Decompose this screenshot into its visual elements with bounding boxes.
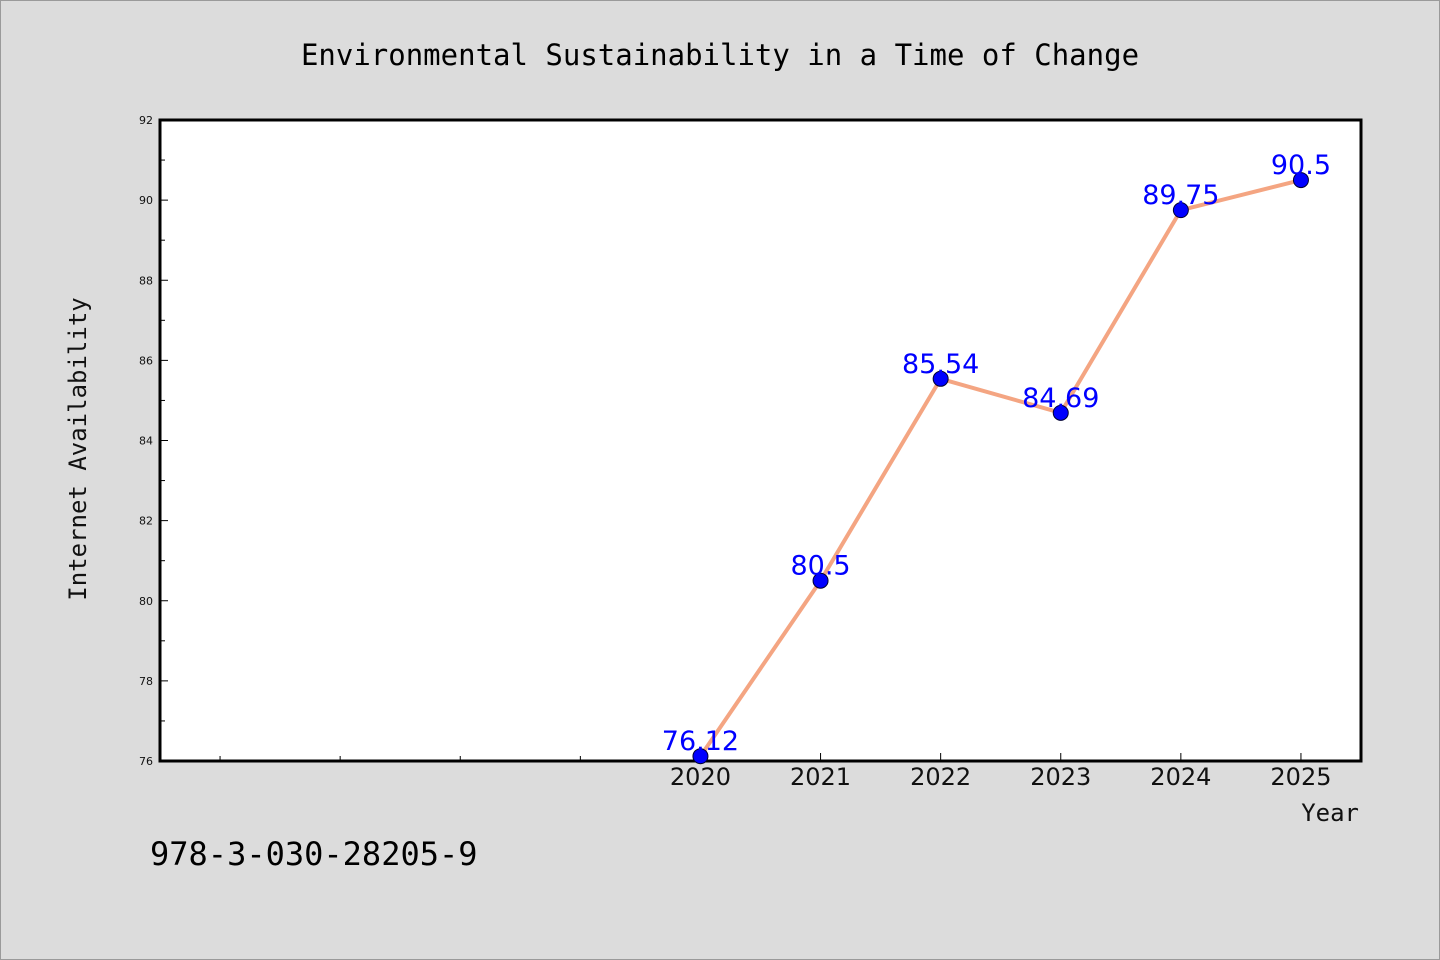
- y-axis-label: Internet Availability: [64, 297, 92, 600]
- x-tick-label: 2025: [1270, 763, 1331, 791]
- y-tick-label: 88: [139, 274, 153, 287]
- data-value-label: 84.69: [1022, 383, 1099, 414]
- y-tick-label: 76: [139, 755, 153, 768]
- y-tick-label: 90: [139, 194, 153, 207]
- data-value-label: 85.54: [902, 349, 979, 380]
- y-tick-label: 80: [139, 595, 153, 608]
- y-tick-label: 92: [139, 114, 153, 127]
- y-tick-label: 84: [139, 435, 153, 448]
- data-value-label: 90.5: [1271, 150, 1331, 181]
- chart-figure: Environmental Sustainability in a Time o…: [0, 0, 1440, 960]
- y-tick-label: 78: [139, 675, 153, 688]
- data-value-label: 89.75: [1142, 180, 1219, 211]
- y-tick-label: 86: [139, 354, 153, 367]
- y-tick-label: 82: [139, 515, 153, 528]
- x-tick-label: 2022: [910, 763, 971, 791]
- x-tick-label: 2020: [670, 763, 731, 791]
- x-tick-label: 2021: [790, 763, 851, 791]
- line-chart: Environmental Sustainability in a Time o…: [1, 1, 1439, 959]
- x-tick-label: 2023: [1030, 763, 1091, 791]
- chart-title: Environmental Sustainability in a Time o…: [301, 38, 1139, 72]
- data-value-label: 80.5: [790, 551, 850, 582]
- x-axis-label: Year: [1301, 799, 1359, 827]
- isbn-annotation: 978-3-030-28205-9: [150, 835, 478, 873]
- x-tick-label: 2024: [1150, 763, 1211, 791]
- data-value-label: 76.12: [662, 726, 739, 757]
